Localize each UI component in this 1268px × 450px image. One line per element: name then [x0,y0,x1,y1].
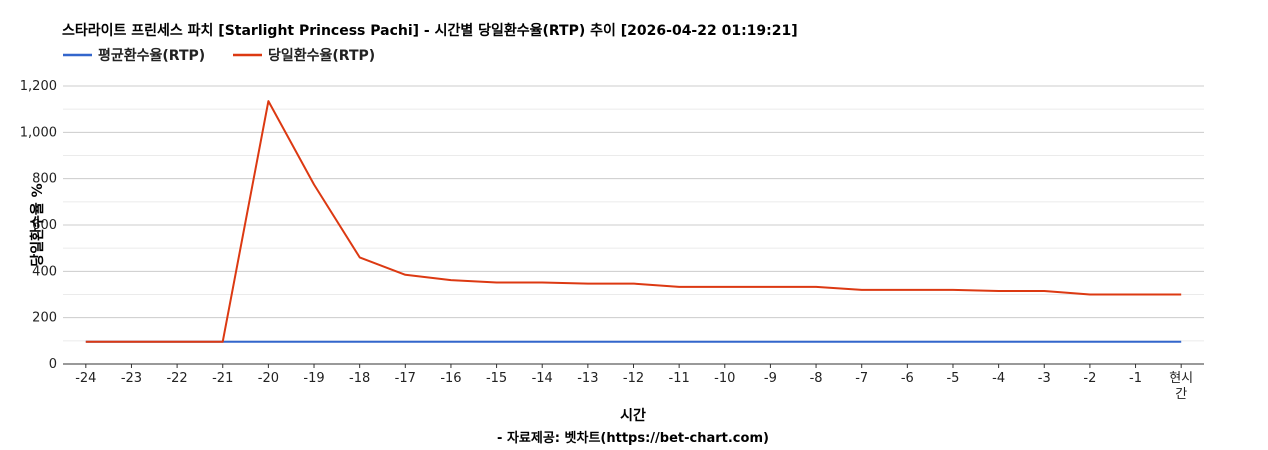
avg-rtp-point-24[interactable] [1179,340,1183,344]
avg-rtp-point-12[interactable] [632,340,636,344]
legend-label-daily: 당일환수율(RTP) [268,47,375,64]
daily-rtp-point-16[interactable] [814,285,818,289]
x-tick-label: -9 [764,371,777,386]
x-tick-label: -11 [669,371,690,386]
daily-rtp-point-6[interactable] [358,255,362,259]
x-tick-label: -3 [1038,371,1051,386]
x-tick-label: -7 [855,371,868,386]
avg-rtp-point-22[interactable] [1088,340,1092,344]
daily-rtp-point-19[interactable] [951,288,955,292]
avg-rtp-point-7[interactable] [403,340,407,344]
avg-rtp-point-17[interactable] [860,340,864,344]
daily-rtp-point-7[interactable] [403,273,407,277]
data-series [84,99,1183,344]
daily-rtp-point-20[interactable] [997,289,1001,293]
daily-rtp-point-17[interactable] [860,288,864,292]
x-tick-label: -19 [303,371,324,386]
avg-rtp-point-8[interactable] [449,340,453,344]
avg-rtp-point-4[interactable] [266,340,270,344]
x-tick-label: 현시 간 [1169,371,1193,402]
x-tick-label: -4 [992,371,1005,386]
daily-rtp-point-2[interactable] [175,340,179,344]
x-tick-label: -8 [810,371,823,386]
series-line-daily-rtp[interactable] [85,100,1182,343]
avg-rtp-point-6[interactable] [358,340,362,344]
daily-rtp-point-8[interactable] [449,278,453,282]
x-tick-label: -12 [623,371,644,386]
x-tick-label: -1 [1129,371,1142,386]
legend-label-avg: 평균환수율(RTP) [98,47,205,64]
avg-rtp-point-13[interactable] [677,340,681,344]
avg-rtp-point-10[interactable] [540,340,544,344]
data-source-credit: - 자료제공: 벳차트(https://bet-chart.com) [497,430,769,446]
x-tick-label: -20 [258,371,279,386]
daily-rtp-point-9[interactable] [495,280,499,284]
avg-rtp-point-16[interactable] [814,340,818,344]
y-tick-label: 800 [32,172,57,187]
daily-rtp-point-23[interactable] [1134,293,1138,297]
daily-rtp-point-18[interactable] [905,288,909,292]
gridlines [63,85,1204,342]
daily-rtp-point-15[interactable] [768,285,772,289]
y-tick-label: 200 [32,311,57,326]
avg-rtp-point-18[interactable] [905,340,909,344]
daily-rtp-point-0[interactable] [84,340,88,344]
x-tick-label: -17 [395,371,416,386]
x-axis-title: 시간 [620,407,646,424]
x-tick-label: -23 [121,371,142,386]
daily-rtp-point-1[interactable] [129,340,133,344]
avg-rtp-point-9[interactable] [495,340,499,344]
daily-rtp-point-14[interactable] [723,285,727,289]
daily-rtp-point-12[interactable] [632,282,636,286]
legend[interactable]: 평균환수율(RTP) 당일환수율(RTP) [63,47,375,64]
x-tick-label: -18 [349,371,370,386]
y-tick-label: 1,000 [20,125,57,140]
daily-rtp-point-21[interactable] [1042,289,1046,293]
y-axis-title: 당일환수율 % [29,183,46,266]
y-tick-label: 1,200 [20,79,57,94]
daily-rtp-point-24[interactable] [1179,293,1183,297]
x-tick-label: -22 [166,371,187,386]
chart-title: 스타라이트 프린세스 파치 [Starlight Princess Pachi]… [62,22,798,39]
x-tick-label: -24 [75,371,96,386]
daily-rtp-point-3[interactable] [221,340,225,344]
y-tick-label: 400 [32,264,57,279]
x-tick-label: -21 [212,371,233,386]
y-tick-label: 600 [32,218,57,233]
daily-rtp-point-5[interactable] [312,182,316,186]
y-axis-ticks: 0 200 400 600 800 1,000 1,200 [20,79,57,372]
daily-rtp-point-11[interactable] [586,282,590,286]
avg-rtp-point-15[interactable] [768,340,772,344]
x-tick-label: -5 [946,371,959,386]
avg-rtp-point-14[interactable] [723,340,727,344]
x-tick-label: -6 [901,371,914,386]
daily-rtp-point-22[interactable] [1088,293,1092,297]
y-tick-label: 0 [49,357,57,372]
avg-rtp-point-23[interactable] [1134,340,1138,344]
avg-rtp-point-21[interactable] [1042,340,1046,344]
x-tick-label: -10 [714,371,735,386]
avg-rtp-point-5[interactable] [312,340,316,344]
x-tick-label: -13 [577,371,598,386]
x-tick-label: -14 [532,371,553,386]
avg-rtp-point-19[interactable] [951,340,955,344]
daily-rtp-point-10[interactable] [540,280,544,284]
x-tick-label: -16 [440,371,461,386]
daily-rtp-point-13[interactable] [677,285,681,289]
x-tick-label: -2 [1083,371,1096,386]
avg-rtp-point-20[interactable] [997,340,1001,344]
x-tick-label: -15 [486,371,507,386]
avg-rtp-point-11[interactable] [586,340,590,344]
daily-rtp-point-4[interactable] [266,99,270,103]
x-axis-ticks: -24 -23 -22 -21 -20 -19 -18 -17 -16 -15 -14 -13 -12 -… [75,364,1193,402]
